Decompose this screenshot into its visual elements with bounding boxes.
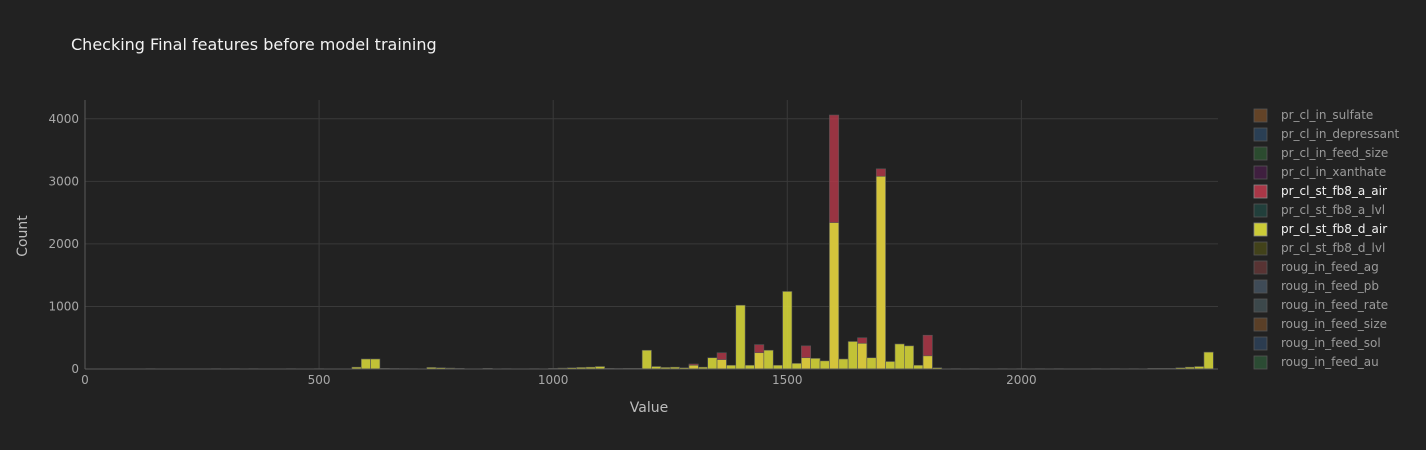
legend-swatch — [1253, 279, 1268, 294]
histogram-bar[interactable] — [838, 358, 849, 370]
x-tick-label: 0 — [81, 373, 89, 387]
histogram-bar[interactable] — [772, 364, 783, 370]
legend-swatch — [1253, 241, 1268, 256]
y-tick-label: 3000 — [48, 174, 79, 188]
histogram-bar[interactable] — [1203, 351, 1214, 370]
histogram-bar[interactable] — [904, 345, 914, 370]
histogram-bar[interactable] — [735, 304, 746, 370]
legend-swatch — [1253, 336, 1268, 351]
legend-item[interactable]: roug_in_feed_au — [1253, 355, 1379, 370]
histogram-bar[interactable] — [782, 291, 793, 370]
histogram-bar[interactable] — [791, 363, 802, 370]
legend-label: pr_cl_st_fb8_a_air — [1281, 184, 1387, 198]
histogram-bar[interactable] — [726, 364, 737, 370]
series-d-air-bars — [145, 176, 1214, 370]
histogram-bar[interactable] — [688, 364, 699, 370]
legend-item[interactable]: roug_in_feed_pb — [1253, 279, 1379, 294]
histogram-bar[interactable] — [810, 358, 821, 370]
legend-swatch — [1253, 260, 1268, 275]
legend-swatch — [1253, 317, 1268, 332]
legend-swatch — [1253, 127, 1268, 142]
y-axis-title: Count — [15, 215, 31, 257]
histogram-bar[interactable] — [922, 355, 933, 370]
legend-label: pr_cl_st_fb8_a_lvl — [1281, 203, 1385, 217]
legend-item[interactable]: pr_cl_st_fb8_d_lvl — [1253, 241, 1385, 256]
legend-item[interactable]: pr_cl_st_fb8_d_air — [1253, 222, 1387, 237]
chart-title: Checking Final features before model tra… — [71, 35, 437, 54]
legend-label: roug_in_feed_au — [1281, 355, 1379, 369]
y-tick-label: 0 — [71, 362, 79, 376]
legend-swatch — [1253, 355, 1268, 370]
legend-label: pr_cl_in_depressant — [1281, 127, 1400, 141]
legend: pr_cl_in_sulfate pr_cl_in_depressant pr_cl… — [1253, 108, 1400, 370]
histogram-bar[interactable] — [360, 358, 371, 370]
histogram-bar[interactable] — [894, 343, 905, 370]
histogram-bar[interactable] — [857, 343, 868, 370]
x-tick-label: 500 — [308, 373, 331, 387]
legend-item[interactable]: pr_cl_in_sulfate — [1253, 108, 1373, 123]
legend-label: roug_in_feed_pb — [1281, 279, 1379, 293]
legend-item[interactable]: roug_in_feed_rate — [1253, 298, 1388, 313]
histogram-bar[interactable] — [819, 360, 830, 370]
legend-swatch — [1253, 203, 1268, 218]
histogram-bar[interactable] — [707, 357, 718, 370]
x-tick-label: 2000 — [1006, 373, 1037, 387]
histogram-bar[interactable] — [866, 357, 877, 370]
legend-item[interactable]: roug_in_feed_ag — [1253, 260, 1379, 275]
series-a-air-bars — [688, 114, 933, 370]
histogram-bar[interactable] — [763, 349, 774, 370]
legend-item[interactable]: roug_in_feed_size — [1253, 317, 1387, 332]
y-tick-label: 1000 — [48, 299, 79, 313]
legend-swatch — [1253, 184, 1268, 199]
legend-swatch — [1253, 165, 1268, 180]
histogram-bar[interactable] — [716, 359, 727, 370]
legend-label: pr_cl_st_fb8_d_lvl — [1281, 241, 1385, 255]
histogram-bar[interactable] — [641, 349, 652, 370]
legend-item[interactable]: pr_cl_in_depressant — [1253, 127, 1400, 142]
legend-swatch — [1253, 298, 1268, 313]
histogram-bar[interactable] — [801, 357, 811, 370]
legend-label: pr_cl_in_sulfate — [1281, 108, 1373, 122]
legend-label: roug_in_feed_rate — [1281, 298, 1388, 312]
x-tick-label: 1500 — [772, 373, 803, 387]
legend-swatch — [1253, 146, 1268, 161]
x-axis-title: Value — [630, 400, 668, 416]
legend-label: roug_in_feed_sol — [1281, 336, 1381, 350]
histogram-bar[interactable] — [370, 358, 381, 370]
legend-item[interactable]: pr_cl_st_fb8_a_air — [1253, 184, 1387, 199]
x-tick-label: 1000 — [538, 373, 569, 387]
legend-label: roug_in_feed_size — [1281, 317, 1387, 331]
legend-item[interactable]: pr_cl_in_xanthate — [1253, 165, 1386, 180]
legend-label: roug_in_feed_ag — [1281, 260, 1379, 274]
y-tick-label: 4000 — [48, 112, 79, 126]
legend-item[interactable]: pr_cl_in_feed_size — [1253, 146, 1388, 161]
legend-label: pr_cl_st_fb8_d_air — [1281, 222, 1387, 236]
legend-label: pr_cl_in_xanthate — [1281, 165, 1386, 179]
legend-label: pr_cl_in_feed_size — [1281, 146, 1388, 160]
histogram-bar[interactable] — [913, 364, 924, 370]
histogram-bar[interactable] — [847, 341, 858, 370]
histogram-bar[interactable] — [744, 364, 755, 370]
y-tick-label: 2000 — [48, 237, 79, 251]
legend-item[interactable]: pr_cl_st_fb8_a_lvl — [1253, 203, 1385, 218]
axes: 0 1000 2000 3000 4000 0 500 1000 1500 2000 — [48, 100, 1218, 387]
legend-swatch — [1253, 222, 1268, 237]
histogram-bar[interactable] — [829, 222, 840, 370]
histogram-bar[interactable] — [885, 361, 896, 370]
legend-swatch — [1253, 108, 1268, 123]
histogram-bar[interactable] — [754, 352, 765, 370]
legend-item[interactable]: roug_in_feed_sol — [1253, 336, 1381, 351]
histogram-bar[interactable] — [875, 176, 886, 370]
grid — [85, 100, 1218, 369]
